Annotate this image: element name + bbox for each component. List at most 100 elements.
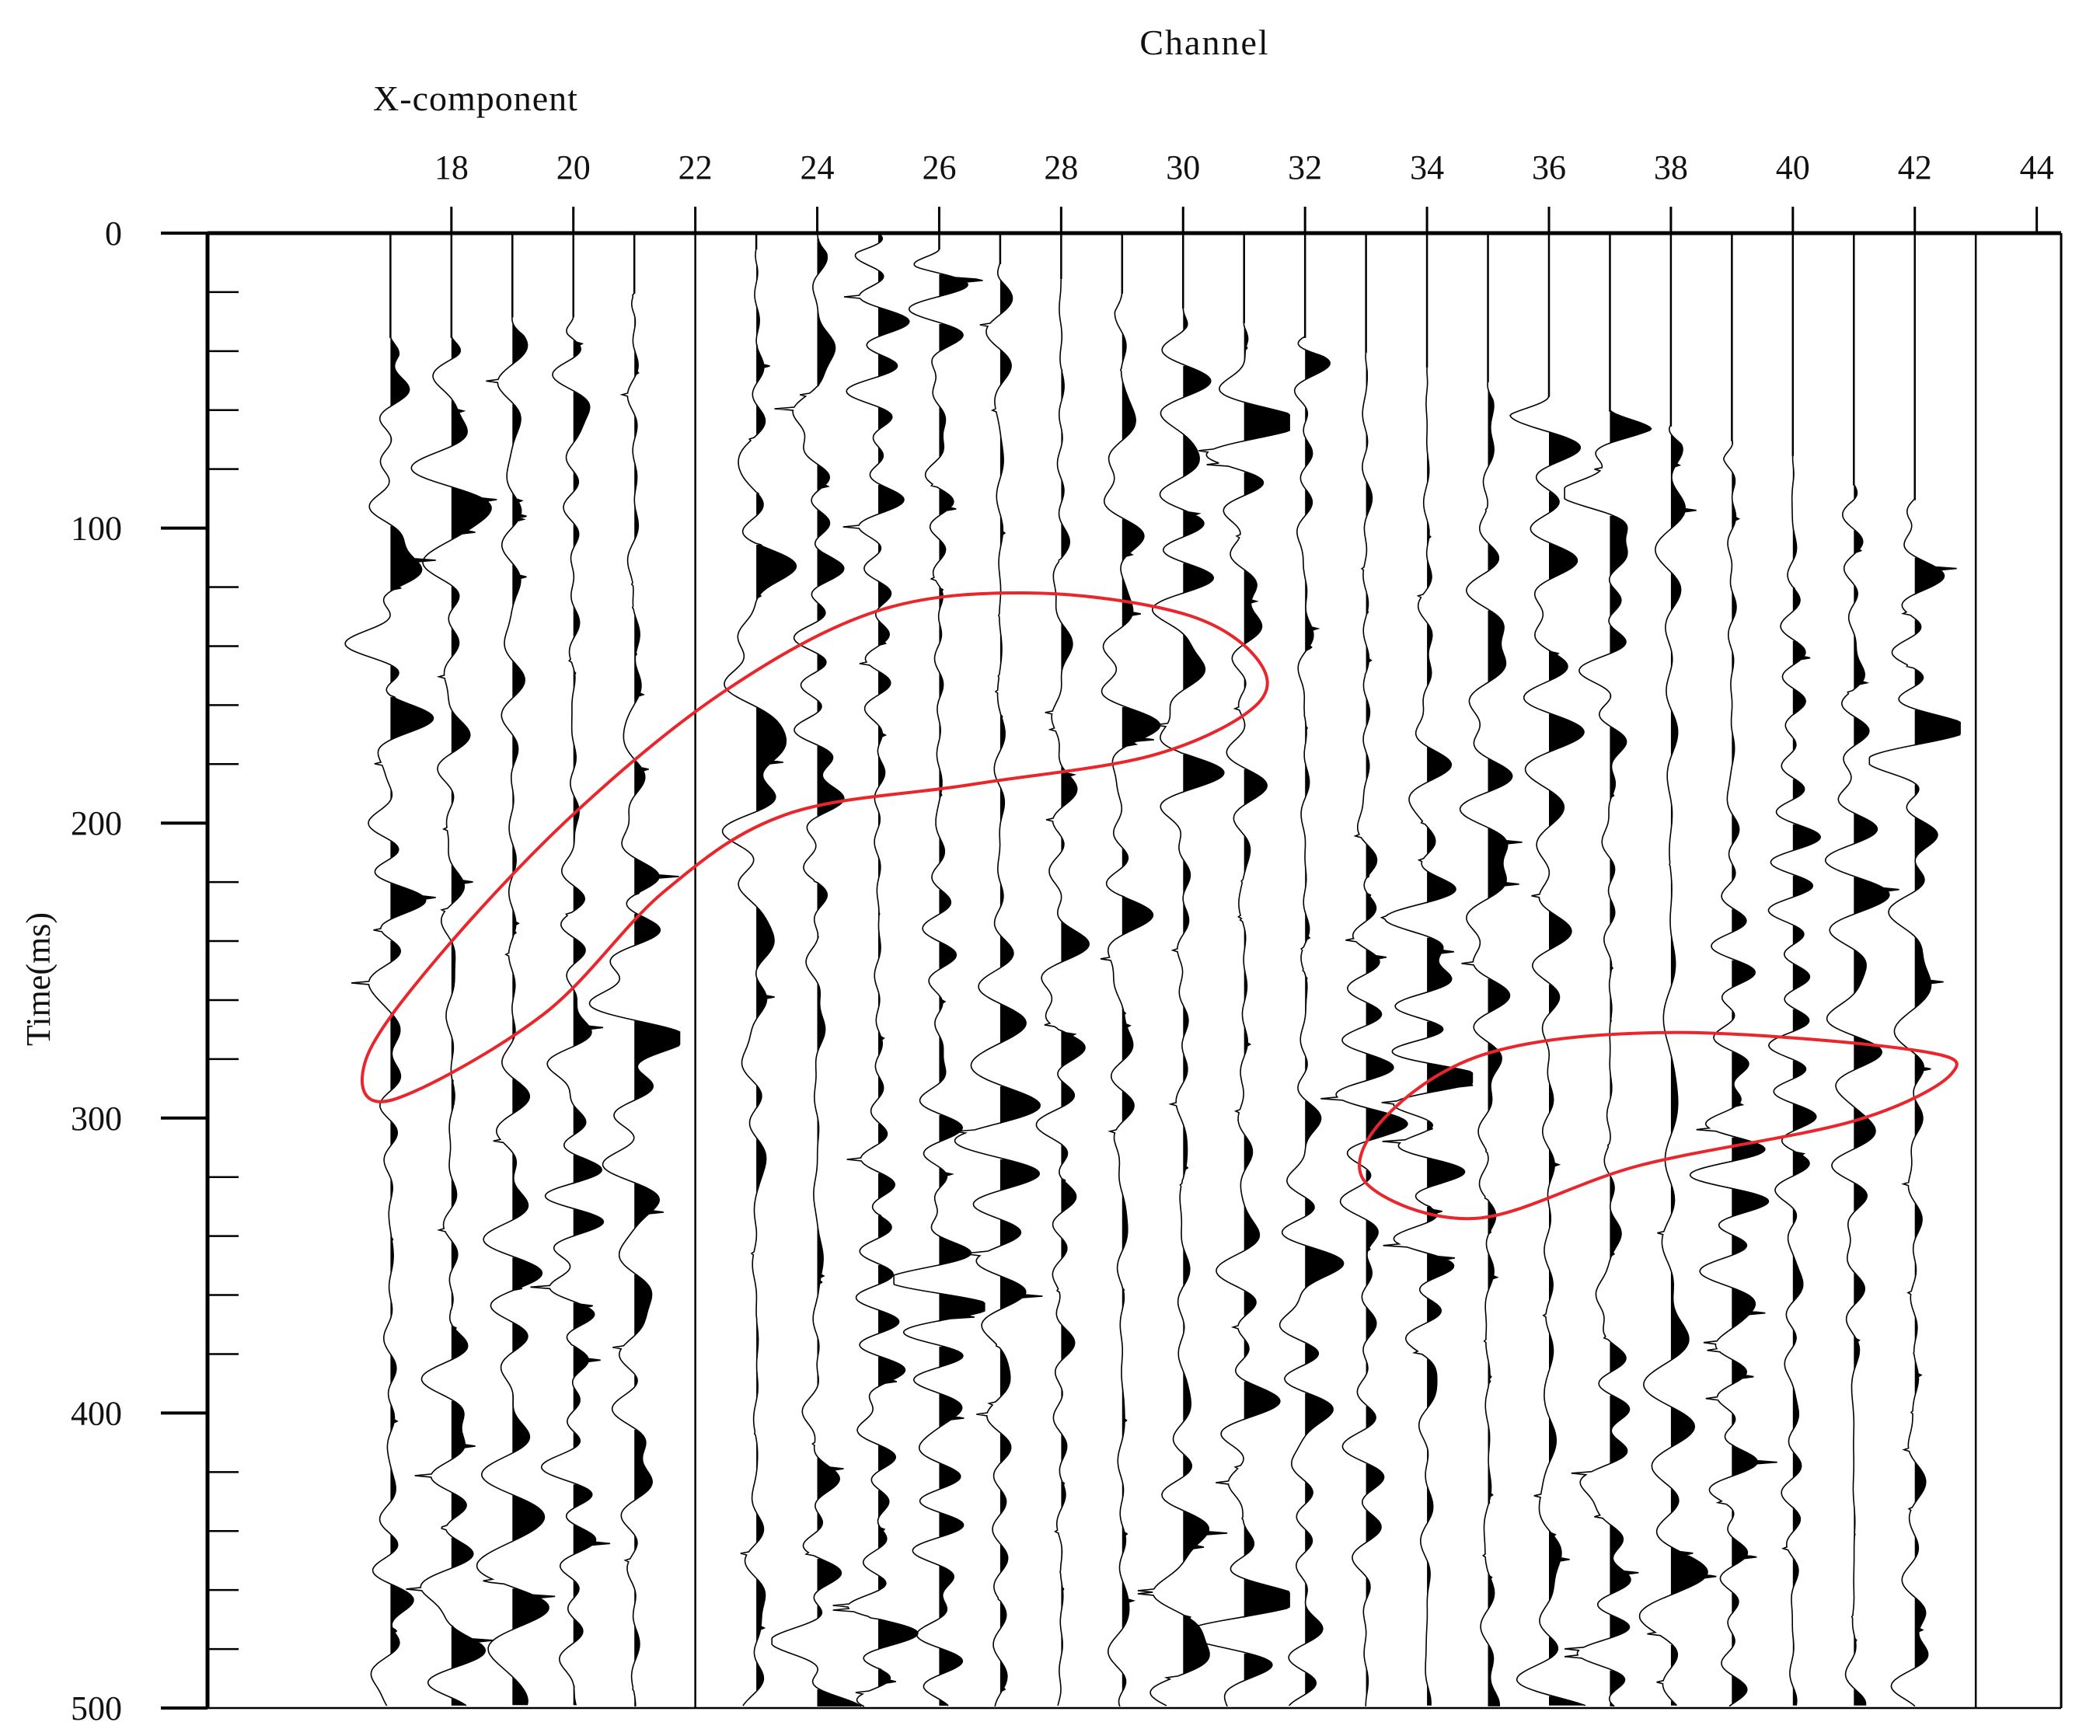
y-tick-label-0: 0 — [105, 214, 122, 253]
trace-36 — [1509, 233, 1586, 1706]
x-tick-label-36: 36 — [1532, 148, 1566, 186]
trace-wiggle-18 — [406, 336, 497, 1706]
y-axis-ticks: 0 100 200 300 400 500 — [71, 214, 239, 1727]
trace-fill-27 — [999, 280, 1043, 1694]
trace-20 — [530, 233, 611, 1706]
x-tick-label-28: 28 — [1044, 148, 1078, 186]
annotation-layer — [361, 591, 1959, 1221]
x-axis-ticks: 18 20 22 24 26 28 30 32 34 36 38 40 42 44 — [434, 148, 2054, 233]
trace-wiggle-42 — [1868, 498, 1961, 1707]
trace-wiggle-28 — [1035, 277, 1090, 1706]
trace-fill-26 — [939, 274, 985, 1706]
x-tick-label-30: 30 — [1166, 148, 1200, 186]
trace-wiggle-31 — [1198, 321, 1290, 1707]
trace-fill-30 — [1183, 308, 1228, 1675]
trace-fill-24 — [817, 235, 862, 1706]
y-axis-label: Time(ms) — [19, 912, 58, 1046]
trace-19 — [476, 233, 556, 1706]
x-tick-label-32: 32 — [1288, 148, 1322, 186]
trace-fill-25 — [878, 235, 918, 1688]
y-tick-label-400: 400 — [71, 1394, 122, 1432]
trace-28 — [1035, 233, 1090, 1706]
trace-18 — [406, 233, 497, 1706]
trace-fill-40 — [1792, 462, 1821, 1706]
trace-fill-41 — [1854, 485, 1899, 1706]
y-tick-label-500: 500 — [71, 1689, 122, 1727]
trace-fill-23 — [756, 263, 797, 1692]
trace-25 — [832, 232, 919, 1707]
trace-fill-33 — [1366, 363, 1408, 1702]
trace-wiggle-17 — [344, 336, 436, 1706]
trace-fill-28 — [1061, 326, 1090, 1658]
trace-17 — [344, 233, 436, 1706]
trace-37 — [1564, 233, 1652, 1707]
trace-30 — [1137, 233, 1228, 1706]
trace-fill-34 — [1427, 373, 1473, 1706]
trace-wiggle-41 — [1824, 483, 1899, 1706]
y-tick-label-300: 300 — [71, 1100, 122, 1138]
trace-wiggle-36 — [1509, 395, 1586, 1706]
trace-wiggle-24 — [771, 232, 862, 1707]
traces-layer — [344, 232, 1961, 1707]
x-tick-label-44: 44 — [2020, 148, 2054, 186]
trace-41 — [1824, 233, 1899, 1706]
trace-wiggle-30 — [1137, 306, 1228, 1706]
x-tick-label-42: 42 — [1898, 148, 1932, 186]
trace-wiggle-40 — [1767, 454, 1822, 1706]
trace-fill-21 — [634, 315, 680, 1706]
x-tick-label-40: 40 — [1776, 148, 1810, 186]
trace-26 — [893, 233, 985, 1706]
trace-33 — [1320, 233, 1408, 1706]
trace-wiggle-34 — [1380, 365, 1474, 1706]
trace-34 — [1380, 233, 1474, 1706]
trace-39 — [1689, 233, 1777, 1707]
trace-42 — [1868, 233, 1961, 1707]
trace-27 — [954, 233, 1043, 1707]
trace-29 — [1100, 233, 1161, 1707]
trace-wiggle-33 — [1320, 350, 1408, 1706]
trace-wiggle-25 — [832, 232, 919, 1707]
trace-wiggle-35 — [1459, 380, 1523, 1706]
trace-fill-38 — [1670, 434, 1717, 1706]
trace-fill-36 — [1549, 432, 1585, 1706]
trace-31 — [1198, 233, 1290, 1707]
trace-21 — [588, 233, 681, 1706]
trace-fill-37 — [1610, 411, 1652, 1706]
trace-fill-31 — [1244, 326, 1290, 1682]
x-tick-label-20: 20 — [556, 148, 591, 186]
trace-fill-17 — [390, 337, 436, 1656]
trace-wiggle-26 — [893, 248, 985, 1706]
trace-38 — [1638, 233, 1717, 1706]
trace-fill-42 — [1914, 557, 1961, 1706]
highlight-outline-2 — [1358, 1030, 1959, 1221]
y-tick-label-200: 200 — [71, 804, 122, 842]
trace-fill-18 — [451, 337, 497, 1706]
x-tick-label-38: 38 — [1654, 148, 1688, 186]
trace-wiggle-19 — [476, 315, 556, 1706]
trace-35 — [1459, 233, 1523, 1706]
y-tick-label-100: 100 — [71, 510, 122, 548]
trace-wiggle-32 — [1278, 336, 1345, 1706]
trace-40 — [1767, 233, 1822, 1706]
trace-32 — [1278, 233, 1345, 1706]
trace-fill-32 — [1305, 350, 1344, 1695]
trace-wiggle-37 — [1564, 410, 1652, 1707]
panel-label: X-component — [373, 78, 578, 118]
trace-wiggle-20 — [530, 315, 611, 1706]
trace-23 — [721, 233, 797, 1706]
x-tick-label-24: 24 — [801, 148, 835, 186]
trace-wiggle-38 — [1638, 424, 1717, 1706]
x-tick-label-26: 26 — [922, 148, 956, 186]
trace-wiggle-29 — [1100, 291, 1161, 1707]
trace-fill-29 — [1122, 333, 1160, 1692]
plot-frame — [205, 231, 2063, 1710]
trace-fill-39 — [1732, 441, 1777, 1705]
highlight-outline-1 — [361, 591, 1269, 1103]
trace-24 — [771, 232, 862, 1707]
trace-wiggle-23 — [721, 247, 797, 1706]
trace-wiggle-27 — [954, 262, 1043, 1707]
x-tick-label-22: 22 — [678, 148, 713, 186]
x-tick-label-18: 18 — [434, 148, 469, 186]
trace-fill-20 — [573, 340, 610, 1706]
